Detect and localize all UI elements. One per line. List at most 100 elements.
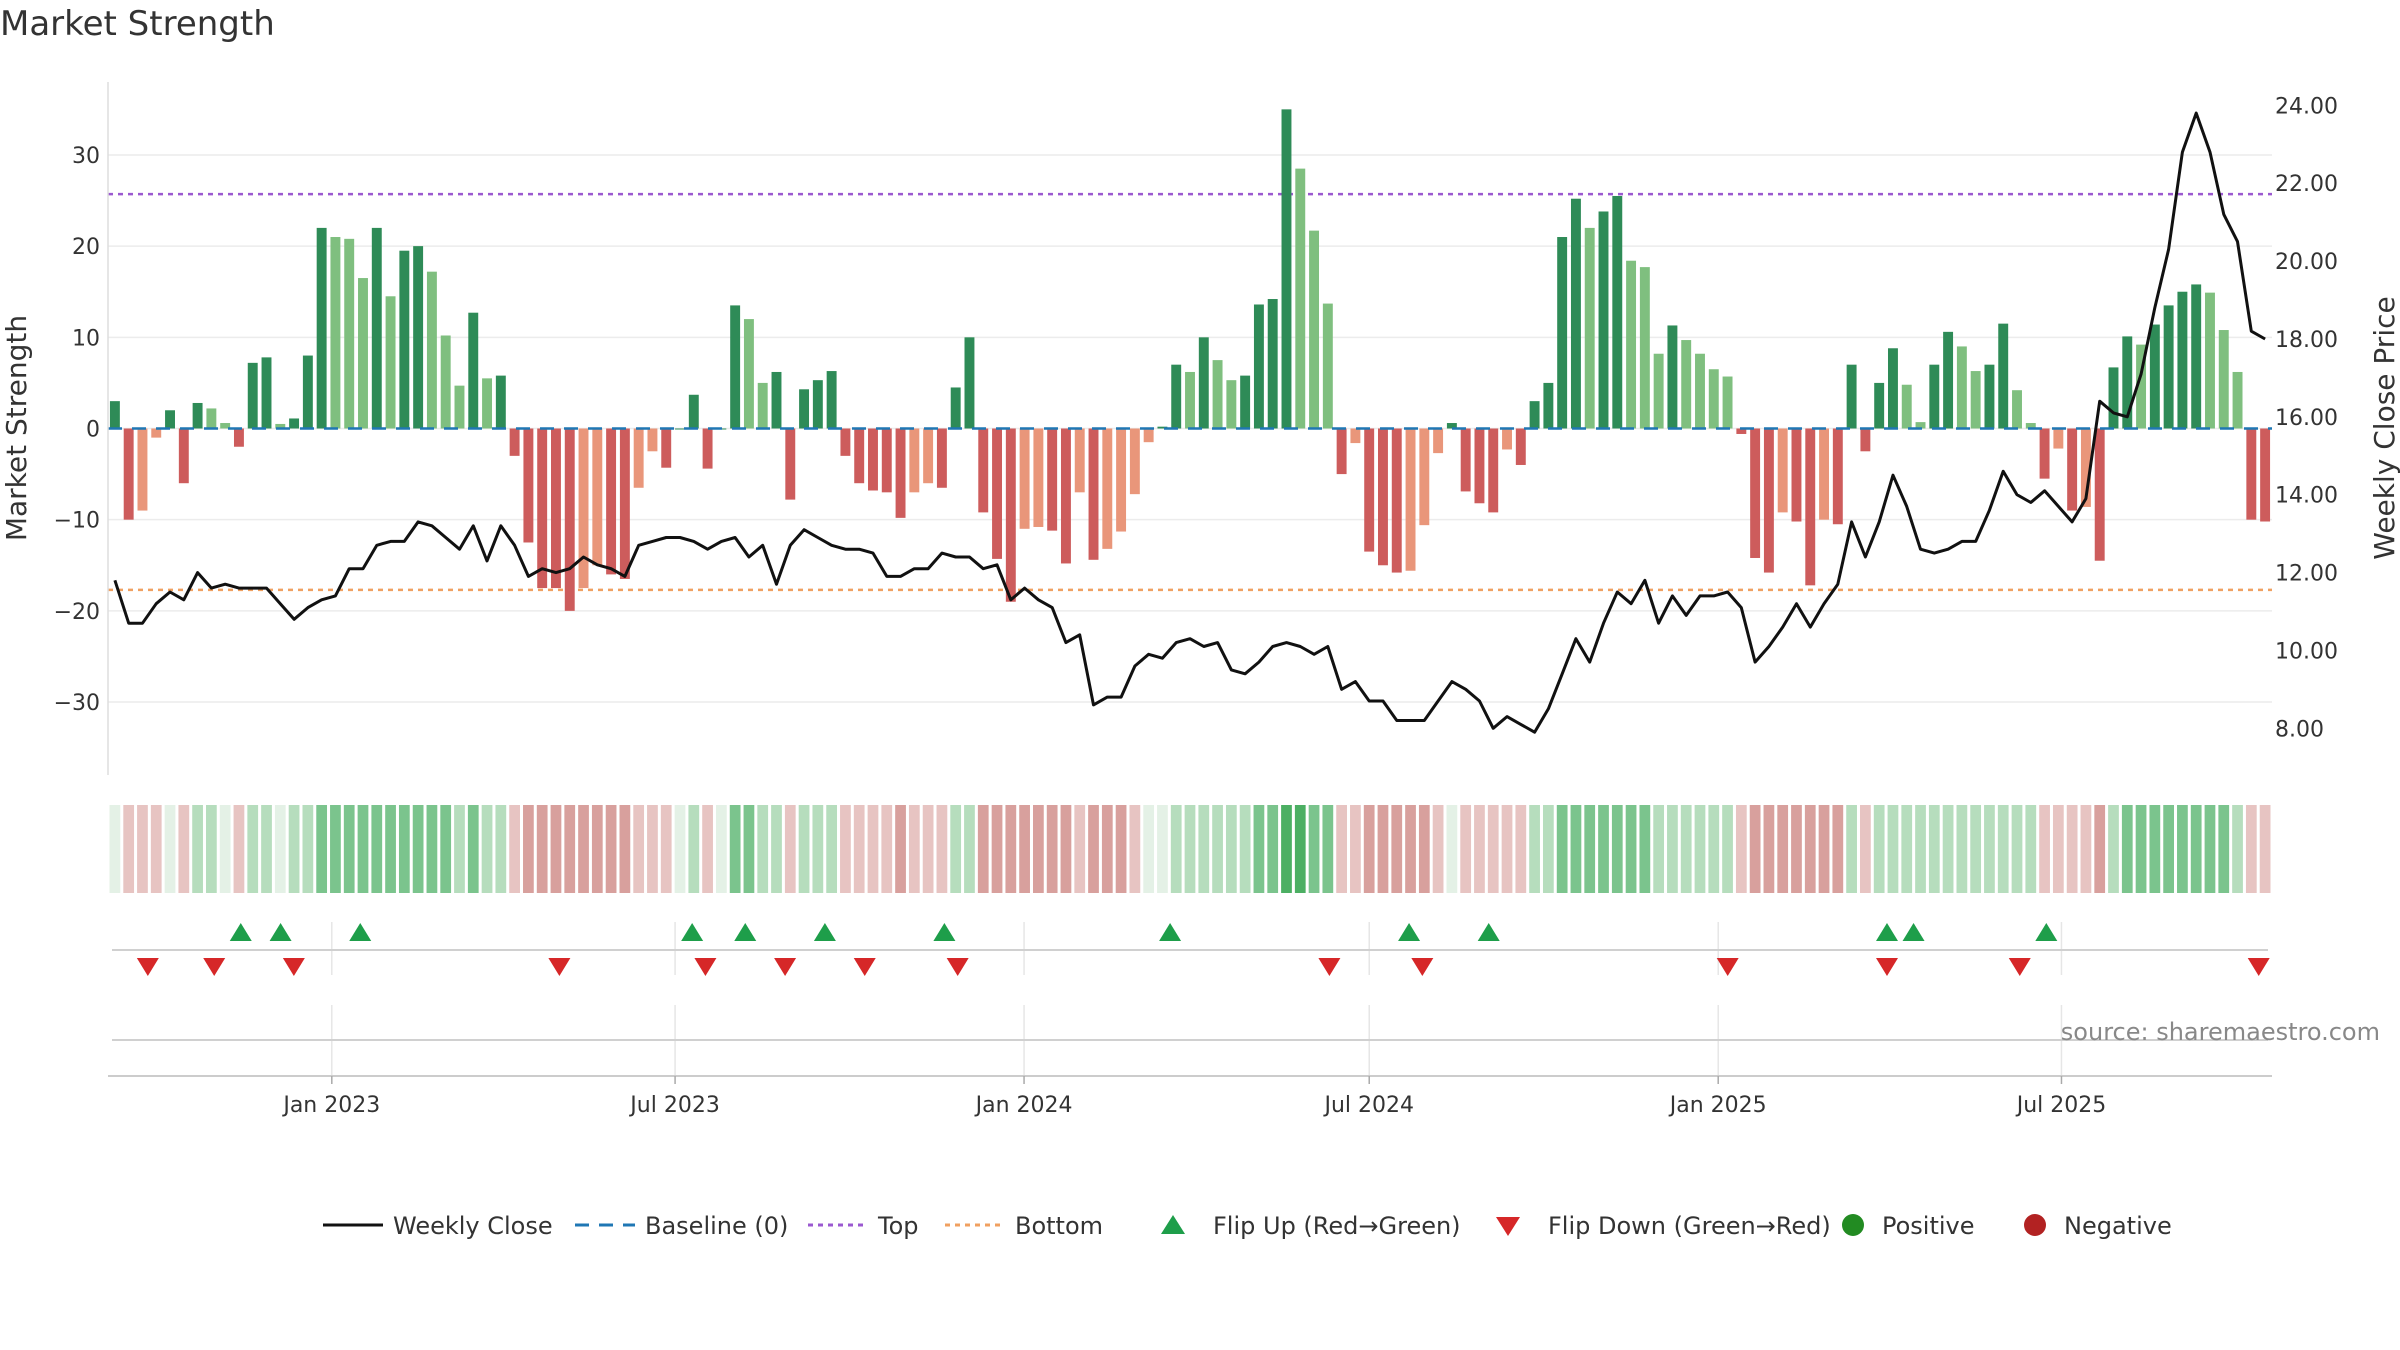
flip-up-marker <box>1875 923 1898 941</box>
strength-bar <box>1626 260 1637 429</box>
strength-bar <box>1570 198 1581 429</box>
strength-bar <box>992 428 1002 559</box>
heat-cell <box>578 805 589 893</box>
x-tick-label: Jul 2024 <box>1322 1093 1414 1118</box>
strength-bar <box>2136 344 2147 429</box>
strength-bar <box>1515 428 1526 465</box>
legend-item: Weekly Close <box>323 1212 553 1240</box>
strength-bar <box>151 428 162 438</box>
heat-cell <box>1074 805 1086 893</box>
strength-bar <box>2012 390 2022 429</box>
strength-bar <box>1915 422 1926 429</box>
strength-bar <box>1350 428 1361 444</box>
flip-up-marker <box>681 923 704 941</box>
heat-cell <box>1143 805 1155 893</box>
flip-up-marker <box>269 923 292 941</box>
flip-up-marker <box>1902 923 1925 941</box>
strength-bar <box>2108 367 2119 429</box>
strength-bar <box>482 378 493 429</box>
heat-cell <box>660 805 672 893</box>
strength-bar <box>881 428 892 493</box>
heat-cell <box>812 805 824 893</box>
heat-cell <box>1170 805 1182 893</box>
strength-bar <box>619 428 630 579</box>
heat-cell <box>150 805 162 893</box>
flip-up-marker <box>229 923 252 941</box>
flip-down-marker <box>203 958 226 976</box>
strength-bar <box>1763 428 1774 573</box>
strength-bar <box>1956 346 1967 429</box>
strength-bar <box>2039 428 2050 479</box>
y-tick-label: −10 <box>54 509 100 534</box>
heat-cell <box>1515 805 1527 893</box>
legend-item: Bottom <box>945 1212 1103 1240</box>
strength-bar <box>1405 428 1416 571</box>
strength-bar <box>123 428 134 520</box>
flip-down-marker <box>548 958 571 976</box>
heat-cell <box>1225 805 1237 893</box>
strength-bar <box>358 278 368 429</box>
flip-up-marker <box>933 923 956 941</box>
strength-bar <box>2094 428 2105 561</box>
y2-axis-label: Weekly Close Price <box>2368 296 2400 559</box>
legend-item: Flip Down (Green→Red) <box>1496 1212 1831 1240</box>
x-tick-label: Jul 2023 <box>628 1093 720 1118</box>
heat-cell <box>1942 805 1954 893</box>
strength-bar <box>606 428 617 575</box>
strength-bar <box>2025 423 2036 429</box>
y2-axis-ticks: 24.00 22.00 20.00 18.00 16.00 14.00 12.00 10.00… <box>2275 94 2338 742</box>
strength-bar <box>592 428 603 566</box>
heat-cell <box>1487 805 1499 893</box>
y-tick-label: −20 <box>54 600 100 625</box>
legend: Weekly Close Baseline (0) Top Bottom Flip Up… <box>323 1212 2172 1240</box>
heat-cell <box>647 805 658 893</box>
heat-cell <box>2066 805 2078 893</box>
heat-cell <box>274 805 286 893</box>
y2-tick-label: 22.00 <box>2275 172 2338 197</box>
heat-cell <box>247 805 259 893</box>
heat-cell <box>2218 805 2230 893</box>
strength-bar <box>909 428 920 493</box>
heat-cell <box>2259 805 2271 893</box>
heat-cell <box>1694 805 1706 893</box>
heat-cell <box>1749 805 1761 893</box>
strength-bar <box>289 418 300 429</box>
heat-cell <box>1350 805 1361 893</box>
heat-cell <box>1212 805 1223 893</box>
flip-up-marker <box>1398 923 1421 941</box>
heat-cell <box>495 805 507 893</box>
heat-cell <box>1460 805 1472 893</box>
heat-cell <box>123 805 135 893</box>
heat-cell <box>2080 805 2092 893</box>
heat-cell <box>1873 805 1885 893</box>
heat-cell <box>895 805 906 893</box>
heat-cell <box>2052 805 2064 893</box>
flip-markers <box>136 923 2270 976</box>
strength-bar <box>1722 376 1733 429</box>
heat-cell <box>1281 805 1292 893</box>
heat-cell <box>137 805 148 893</box>
heat-cell <box>357 805 369 893</box>
heat-cell <box>1928 805 1940 893</box>
heat-cell <box>398 805 410 893</box>
heat-cell <box>1832 805 1844 893</box>
heat-cell <box>2177 805 2188 893</box>
strength-bar <box>1047 428 1058 531</box>
strength-bar <box>1129 428 1140 495</box>
strength-bar <box>1832 428 1843 525</box>
strength-bar <box>2080 428 2091 507</box>
heat-cell <box>1336 805 1347 893</box>
x-tick-label: Jan 2024 <box>974 1093 1073 1118</box>
strength-bar <box>1212 360 1223 429</box>
heat-cell <box>1708 805 1720 893</box>
strength-bar <box>2163 305 2174 429</box>
heat-cell <box>1777 805 1789 893</box>
strength-bar <box>109 401 120 429</box>
heat-cell <box>977 805 989 893</box>
heat-cell <box>343 805 355 893</box>
heat-cell <box>316 805 328 893</box>
heat-cell <box>2121 805 2133 893</box>
heat-cell <box>619 805 631 893</box>
heat-cell <box>233 805 245 893</box>
strength-bar <box>1116 428 1127 532</box>
